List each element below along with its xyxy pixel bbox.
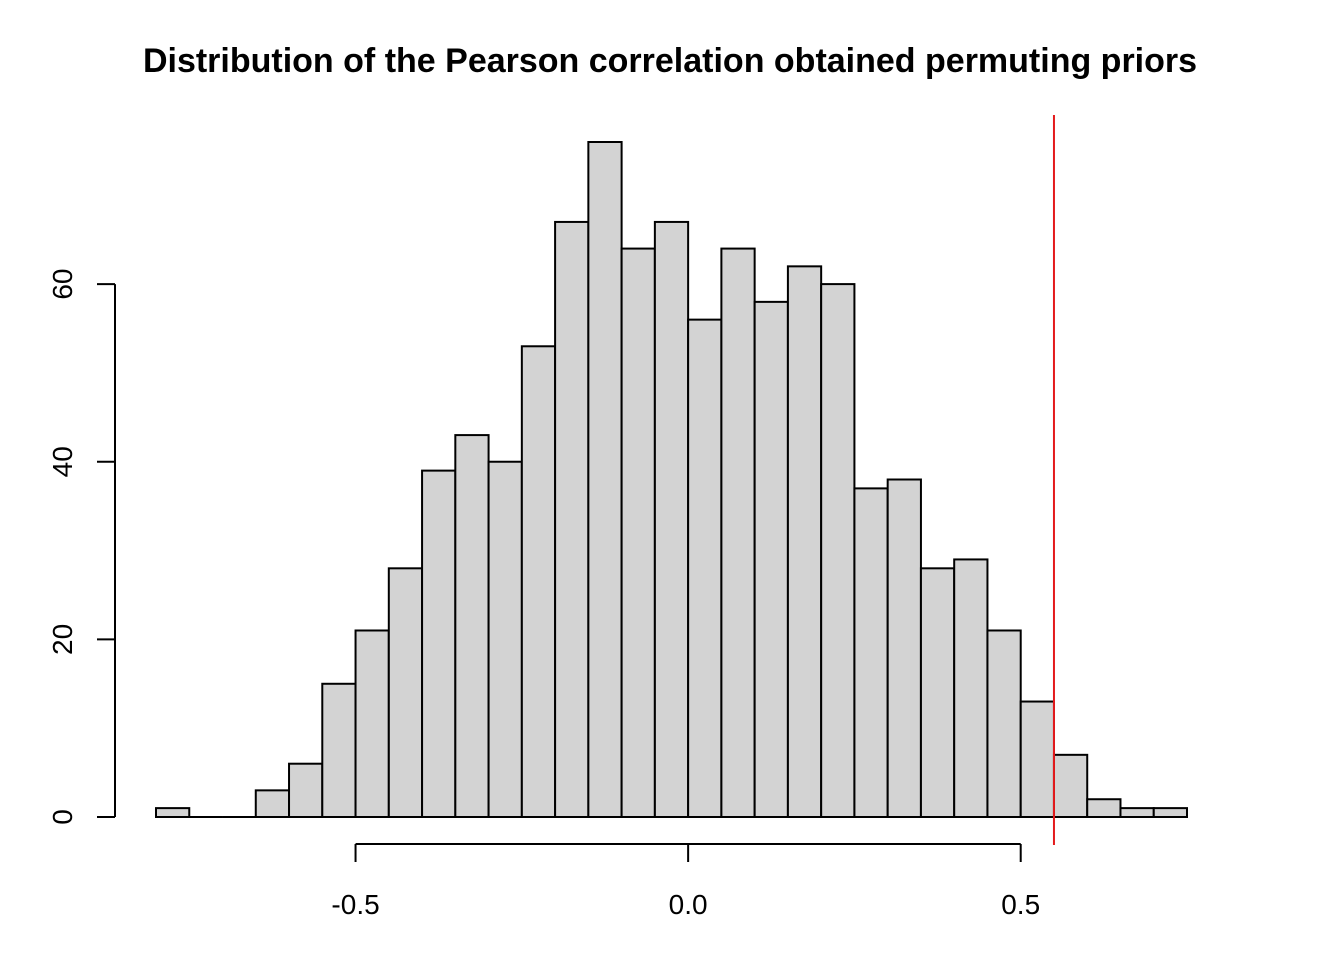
histogram-bar xyxy=(786,265,823,818)
histogram-bar xyxy=(687,318,723,818)
histogram-bar xyxy=(587,141,623,818)
x-tick-label: 0.0 xyxy=(669,889,708,920)
x-tick-label: 0.5 xyxy=(1001,889,1040,920)
histogram-bar xyxy=(288,762,324,818)
histogram-bar xyxy=(886,478,922,818)
x-axis: -0.5 0.0 0.5 xyxy=(331,843,1040,920)
histogram-bar xyxy=(919,567,956,818)
histogram-bar xyxy=(554,220,590,818)
y-tick-label: 60 xyxy=(47,269,78,300)
y-tick-label: 40 xyxy=(47,446,78,477)
histogram-bar xyxy=(1052,753,1089,818)
histogram-bar xyxy=(953,558,989,818)
histogram-bar xyxy=(387,567,424,818)
histogram-bar xyxy=(421,469,457,818)
histogram-bar xyxy=(720,247,756,819)
y-axis: 0 20 40 60 xyxy=(47,269,116,825)
histogram-bar xyxy=(620,247,656,819)
histogram-bar xyxy=(1152,807,1189,818)
histogram-bar xyxy=(520,345,557,818)
histogram-bar xyxy=(487,460,523,818)
histogram-bar xyxy=(753,300,789,818)
histogram-bar xyxy=(354,629,390,818)
histogram-bar xyxy=(155,807,191,818)
histogram-bar xyxy=(454,434,490,818)
histogram-bar xyxy=(820,283,856,818)
histogram-bar xyxy=(1019,700,1055,819)
histogram-bar xyxy=(986,629,1022,818)
histogram-bar xyxy=(1119,807,1155,818)
histogram-bar xyxy=(653,220,690,818)
chart-title: Distribution of the Pearson correlation … xyxy=(143,42,1197,80)
y-tick-label: 20 xyxy=(47,624,78,655)
histogram-bar xyxy=(853,487,889,818)
histogram-bar xyxy=(1086,798,1122,818)
histogram-bar xyxy=(321,682,357,818)
y-tick-label: 0 xyxy=(47,809,78,825)
histogram-bar xyxy=(254,789,291,819)
histogram-bars xyxy=(155,141,1189,819)
x-tick-label: -0.5 xyxy=(331,889,379,920)
